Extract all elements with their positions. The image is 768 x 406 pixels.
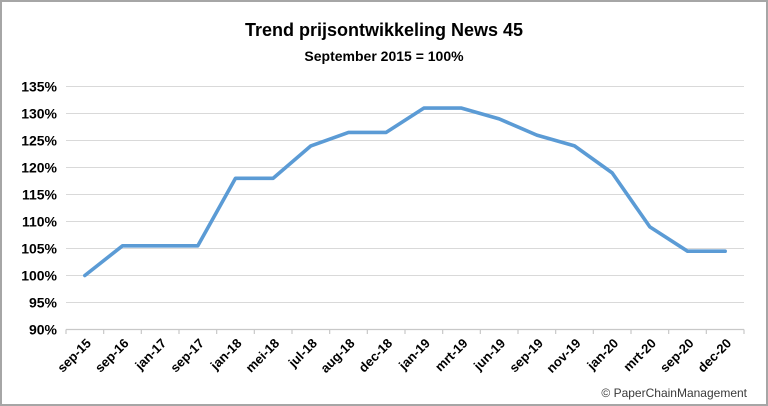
x-axis-tick-label: jan-17	[131, 336, 169, 374]
y-axis-tick-label: 120%	[21, 160, 57, 176]
y-axis-tick-label: 105%	[21, 241, 57, 257]
x-axis-tick-label: mrt-20	[620, 336, 659, 375]
x-axis-tick-label: sep-17	[167, 336, 207, 376]
x-axis-tick-label: mei-18	[243, 336, 283, 376]
x-axis-tick-label: jan-19	[395, 336, 433, 374]
x-axis-tick-label: sep-20	[657, 336, 697, 376]
x-axis-tick-label: nov-19	[543, 336, 583, 376]
y-axis-tick-label: 110%	[22, 214, 58, 230]
trend-line	[83, 106, 727, 278]
y-axis-tick-label: 90%	[29, 322, 58, 338]
chart-title: Trend prijsontwikkeling News 45	[244, 20, 524, 40]
x-axis-tick-label: dec-18	[356, 336, 396, 376]
x-axis-tick-label: dec-20	[695, 336, 735, 376]
y-axis-tick-label: 125%	[21, 133, 57, 149]
x-axis-tick-label: sep-15	[54, 336, 94, 376]
x-axis-tick-label: aug-18	[317, 336, 357, 376]
copyright-text: © PaperChainManagement	[601, 386, 747, 400]
y-axis-tick-label: 100%	[21, 268, 57, 284]
x-axis-tick-label: jan-20	[583, 336, 621, 374]
y-axis-tick-label: 135%	[21, 79, 57, 95]
x-axis-tick-label: jan-18	[207, 336, 245, 374]
x-axis-tick-label: mrt-19	[432, 336, 471, 375]
x-axis-tick-label: sep-16	[92, 336, 132, 376]
y-axis-tick-label: 130%	[21, 106, 57, 122]
y-axis-tick-label: 95%	[29, 295, 58, 311]
chart-subtitle: September 2015 = 100%	[304, 48, 464, 64]
y-axis-tick-label: 115%	[22, 187, 58, 203]
x-axis-tick-label: jun-19	[470, 336, 508, 374]
x-axis-tick-label: jul-18	[285, 336, 320, 371]
x-axis-tick-label: sep-19	[506, 336, 546, 376]
